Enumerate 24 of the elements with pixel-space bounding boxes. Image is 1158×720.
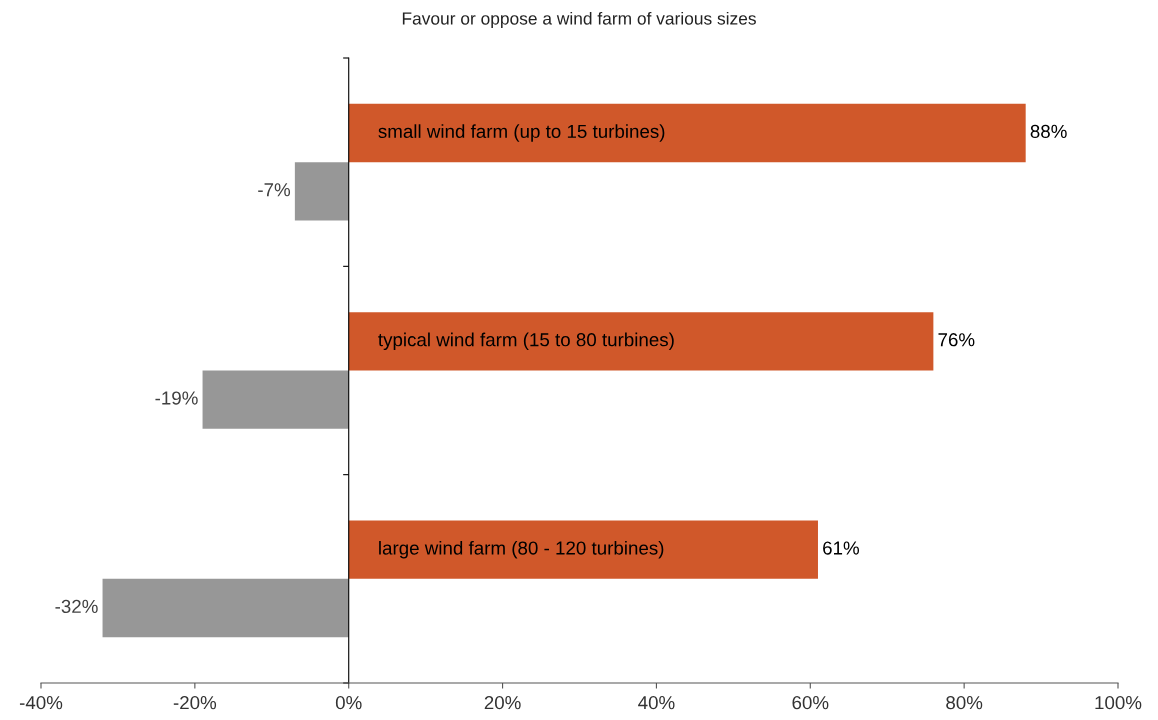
chart-title: Favour or oppose a wind farm of various sizes [402, 11, 756, 29]
data-label: 61% [823, 541, 860, 555]
data-label: 76% [938, 333, 975, 347]
x-tick-label: 40% [638, 696, 675, 710]
y-tick-label: small wind farm (up to 15 turbines) [378, 124, 665, 142]
bar [348, 520, 818, 579]
x-tick-label: 100% [1095, 696, 1142, 710]
data-label: -7% [258, 183, 291, 197]
y-tick-label: typical wind farm (15 to 80 turbines) [378, 332, 674, 351]
data-label: 88% [1030, 124, 1067, 139]
bar [202, 370, 349, 429]
bar [102, 578, 349, 638]
data-label: -32% [55, 599, 98, 614]
x-tick-label: 0% [335, 696, 362, 710]
y-tick-label: large wind farm (80 - 120 turbines) [379, 540, 664, 559]
bar [294, 162, 349, 221]
x-tick-label: -20% [173, 696, 217, 710]
x-tick-label: 60% [792, 696, 829, 710]
bar [348, 312, 934, 371]
x-tick-label: -40% [19, 696, 63, 710]
data-label: -19% [155, 391, 198, 405]
bar [348, 103, 1026, 163]
x-tick-label: 80% [946, 696, 983, 710]
x-tick-label: 20% [484, 696, 521, 710]
